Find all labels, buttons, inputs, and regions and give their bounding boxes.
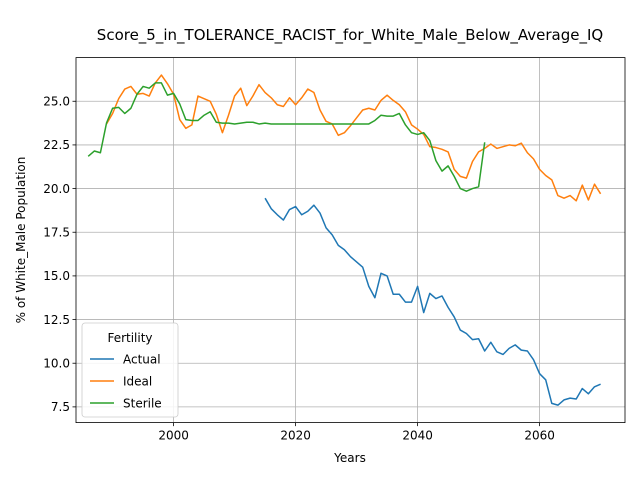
- x-tick-label: 2000: [158, 429, 189, 443]
- legend-title: Fertility: [107, 331, 152, 345]
- legend-label-actual: Actual: [123, 352, 161, 366]
- y-axis-ticks: 7.5 10.0 12.5 15.0 17.5 20.0 22.5 25.0: [43, 95, 76, 414]
- x-axis-ticks: 2000 2020 2040 2060: [158, 422, 555, 443]
- legend-label-sterile: Sterile: [123, 396, 162, 410]
- series-line-ideal: [105, 74, 602, 202]
- x-tick-label: 2060: [524, 429, 555, 443]
- legend-box: [81, 322, 179, 418]
- x-tick-label: 2040: [402, 429, 433, 443]
- y-axis-label: % of White_Male Population: [14, 157, 28, 324]
- y-tick-label: 12.5: [43, 313, 70, 327]
- y-tick-label: 10.0: [43, 357, 70, 371]
- x-tick-label: 2020: [280, 429, 311, 443]
- legend-label-ideal: Ideal: [123, 374, 152, 388]
- y-tick-label: 25.0: [43, 95, 70, 109]
- series-line-actual: [264, 197, 601, 406]
- series-lines: [87, 74, 602, 406]
- series-line-sterile: [87, 82, 486, 192]
- y-tick-label: 22.5: [43, 138, 70, 152]
- grid: [76, 57, 625, 423]
- chart-title: Score_5_in_TOLERANCE_RACIST_for_White_Ma…: [97, 26, 603, 45]
- y-tick-label: 20.0: [43, 182, 70, 196]
- y-tick-label: 7.5: [51, 400, 70, 414]
- x-axis-label: Years: [333, 451, 366, 465]
- y-tick-label: 17.5: [43, 226, 70, 240]
- y-tick-label: 15.0: [43, 269, 70, 283]
- plot-frame: [75, 57, 626, 423]
- legend: Fertility Actual Ideal Sterile: [81, 322, 179, 418]
